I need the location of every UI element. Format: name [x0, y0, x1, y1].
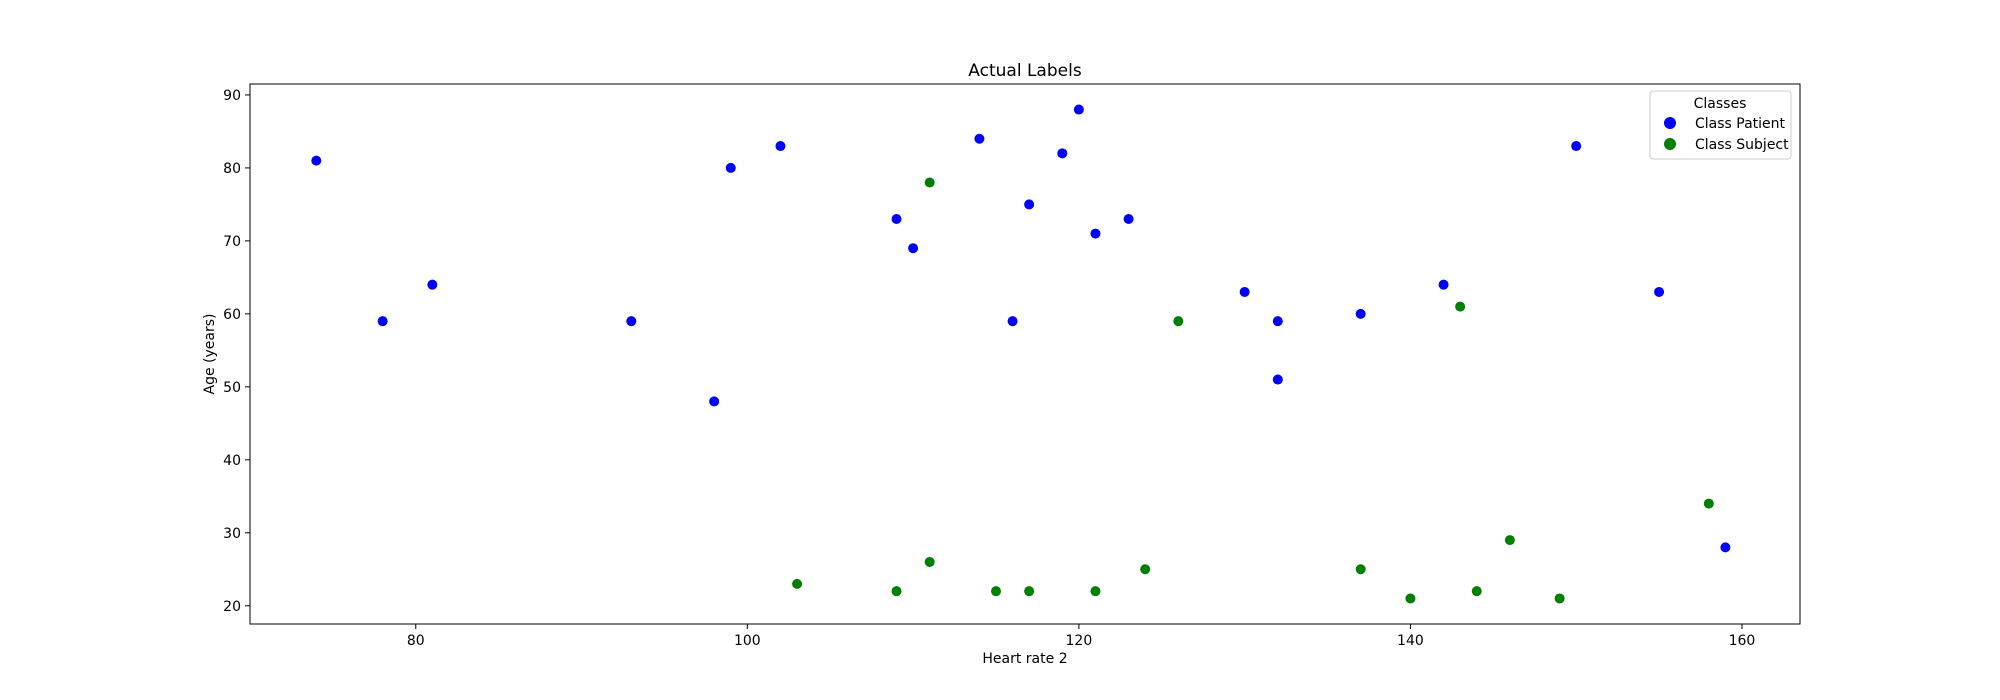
x-tick-label: 100 — [734, 633, 761, 649]
y-tick-label: 60 — [223, 307, 241, 323]
y-tick-label: 80 — [223, 161, 241, 177]
patient-point — [725, 162, 736, 173]
subject-point — [891, 586, 902, 597]
patient-point — [1571, 141, 1582, 152]
patient-point — [891, 214, 902, 224]
legend-marker-subject — [1664, 138, 1676, 150]
subject-point — [1554, 593, 1565, 604]
patient-point — [1355, 308, 1366, 319]
subject-point — [1173, 316, 1184, 327]
x-tick-label: 160 — [1729, 633, 1756, 649]
y-tick-label: 40 — [223, 453, 241, 469]
axis-ticks: 80 100 120 140 160 20 30 40 50 60 70 80 90 — [223, 88, 1755, 649]
patient-point — [1239, 286, 1250, 297]
patient-point — [1024, 199, 1035, 210]
subject-point — [1090, 586, 1101, 597]
patient-point — [626, 316, 637, 327]
y-tick-label: 90 — [223, 88, 241, 104]
subject-point — [1455, 301, 1466, 312]
patient-point — [1720, 542, 1731, 553]
subject-point — [1024, 586, 1035, 597]
patient-point — [427, 279, 438, 290]
legend-label-subject: Class Subject — [1695, 137, 1789, 153]
y-axis-label: Age (years) — [202, 314, 218, 395]
subject-point — [1471, 586, 1482, 597]
patient-point — [1057, 148, 1068, 159]
x-axis-label: Heart rate 2 — [982, 651, 1067, 667]
patient-point — [1272, 374, 1283, 385]
chart-title: Actual Labels — [968, 61, 1082, 81]
subject-point — [1355, 564, 1366, 575]
subject-point — [1703, 498, 1714, 509]
patient-point — [709, 396, 720, 407]
data-points — [311, 104, 1731, 604]
subject-point — [924, 556, 935, 567]
patient-point — [1438, 279, 1449, 290]
patient-point — [1272, 316, 1283, 327]
patient-point — [974, 133, 985, 144]
patient-point — [1073, 104, 1084, 115]
subject-point — [1140, 564, 1151, 575]
y-tick-label: 30 — [223, 526, 241, 542]
y-tick-label: 20 — [223, 599, 241, 615]
patient-point — [908, 243, 919, 254]
legend-marker-patient — [1664, 117, 1676, 129]
legend-title: Classes — [1694, 96, 1747, 112]
subject-point — [990, 586, 1001, 597]
subject-point — [1504, 535, 1515, 546]
patient-point — [377, 316, 388, 327]
subject-point — [924, 177, 935, 188]
subject-point — [792, 578, 803, 589]
legend-box — [1649, 90, 1792, 160]
patient-point — [1654, 286, 1665, 297]
y-tick-label: 50 — [223, 380, 241, 396]
subject-point — [1405, 593, 1416, 604]
patient-point — [1090, 228, 1101, 239]
x-tick-label: 120 — [1066, 633, 1093, 649]
patient-point — [775, 141, 786, 152]
plot-frame — [249, 83, 1801, 625]
patient-point — [311, 155, 322, 166]
patient-point — [1007, 316, 1018, 327]
y-tick-label: 70 — [223, 234, 241, 250]
patient-point — [1123, 214, 1134, 224]
x-tick-label: 140 — [1397, 633, 1424, 649]
legend-label-patient: Class Patient — [1695, 116, 1786, 132]
legend: Classes Class Patient Class Subject — [1649, 90, 1792, 160]
x-tick-label: 80 — [407, 633, 425, 649]
